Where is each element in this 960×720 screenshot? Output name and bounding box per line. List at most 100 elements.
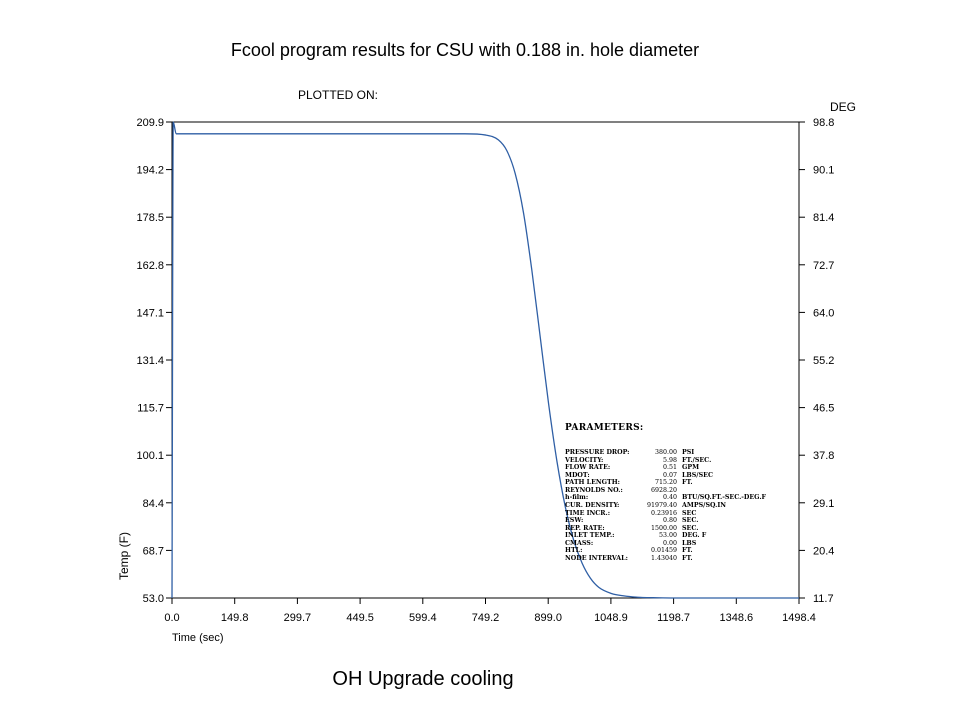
left-tick-label: 209.9 <box>136 117 164 129</box>
parameter-row: FLOW RATE: 0.51 GPM <box>565 464 742 472</box>
parameter-row: VELOCITY: 5.98 FT./SEC. <box>565 457 742 465</box>
parameter-name: TIME INCR.: <box>565 509 611 517</box>
parameter-name: FLOW RATE: <box>565 464 611 472</box>
parameter-name: CUR. DENSITY: <box>565 502 620 510</box>
left-tick-label: 68.7 <box>143 545 164 557</box>
right-tick-label: 20.4 <box>813 545 834 557</box>
parameter-unit: FT. <box>682 479 693 487</box>
parameter-unit: BTU/SQ.FT.-SEC.-DEG.F <box>682 494 766 502</box>
parameter-unit: AMPS/SQ.IN <box>682 502 727 510</box>
left-tick-label: 115.7 <box>137 403 164 415</box>
x-tick-label: 449.5 <box>346 612 374 624</box>
right-tick-label: 90.1 <box>813 165 834 177</box>
parameter-value: 715.20 <box>654 479 677 487</box>
right-tick-label: 11.7 <box>813 593 834 605</box>
x-tick-label: 1048.9 <box>594 612 628 624</box>
x-tick-label: 899.0 <box>534 612 562 624</box>
right-tick-label: 64.0 <box>813 307 834 319</box>
x-tick-label: 1348.6 <box>719 612 753 624</box>
parameter-unit: SEC. <box>682 524 699 532</box>
parameter-row: REP. RATE: 1500.00 SEC. <box>565 525 742 533</box>
left-tick-label: 100.1 <box>136 450 164 462</box>
parameter-value: 0.80 <box>662 517 677 525</box>
parameter-unit: FT. <box>682 547 693 555</box>
parameter-name: CMASS: <box>565 539 594 547</box>
parameters-block: PARAMETERS: PRESSURE DROP: 380.00 PSI VELOC… <box>565 408 766 570</box>
parameter-value: 5.98 <box>662 456 677 464</box>
left-tick-label: 178.5 <box>136 212 164 224</box>
left-tick-label: 131.4 <box>136 355 164 367</box>
parameter-row: INLET TEMP.: 53.00 DEG. F <box>565 532 742 540</box>
right-tick-label: 29.1 <box>813 498 834 510</box>
right-axis-unit: DEG <box>830 100 857 114</box>
parameter-unit: FT. <box>682 554 693 562</box>
x-tick-label: 599.4 <box>409 612 437 624</box>
parameter-unit: LBS <box>682 539 697 547</box>
parameter-name: HTL: <box>565 547 583 555</box>
parameter-row: MDOT: 0.07 LBS/SEC <box>565 472 742 480</box>
parameter-name: PATH LENGTH: <box>565 479 620 487</box>
parameter-name: REYNOLDS NO.: <box>565 486 623 494</box>
parameter-name: PRESSURE DROP: <box>565 449 630 457</box>
right-tick-label: 72.7 <box>813 260 834 272</box>
parameter-name: REP. RATE: <box>565 524 605 532</box>
right-tick-label: 81.4 <box>813 212 834 224</box>
plotted-on-label: PLOTTED ON: <box>298 88 379 102</box>
parameter-unit: FT./SEC. <box>682 456 712 464</box>
x-tick-label: 749.2 <box>472 612 500 624</box>
y-axis-label: Temp (F) <box>117 532 131 580</box>
parameter-row: TIME INCR.: 0.23916 SEC <box>565 510 742 518</box>
left-tick-label: 84.4 <box>143 498 164 510</box>
left-tick-label: 147.1 <box>136 307 164 319</box>
right-tick-label: 55.2 <box>813 355 834 367</box>
parameter-value: 1.43040 <box>650 554 677 562</box>
parameter-unit: GPM <box>682 464 700 472</box>
parameter-unit: SEC. <box>682 517 699 525</box>
x-tick-label: 149.8 <box>221 612 249 624</box>
parameter-value: 0.00 <box>662 539 677 547</box>
parameter-value: 0.23916 <box>650 509 677 517</box>
right-tick-label: 98.8 <box>813 117 834 129</box>
parameter-value: 0.51 <box>662 464 677 472</box>
right-axis-ticks: 11.7 20.4 29.1 37.8 46.5 55.2 64.0 72.7 81.4 90.1… <box>799 117 834 605</box>
parameter-row: NODE INTERVAL: 1.43040 FT. <box>565 555 742 563</box>
left-axis-ticks: 53.0 68.7 84.4 100.1 115.7 131.4 147.1 162.8 178… <box>136 117 172 605</box>
parameter-value: 6928.20 <box>650 486 677 494</box>
parameter-row: CMASS: 0.00 LBS <box>565 540 742 548</box>
parameter-value: 0.40 <box>662 494 677 502</box>
left-tick-label: 194.2 <box>136 165 164 177</box>
x-tick-label: 1198.7 <box>657 612 690 624</box>
parameter-row: PRESSURE DROP: 380.00 PSI <box>565 449 742 457</box>
parameter-row: PATH LENGTH: 715.20 FT. <box>565 479 742 487</box>
parameter-unit <box>682 487 742 495</box>
parameter-row: h-film: 0.40 BTU/SQ.FT.-SEC.-DEG.F <box>565 494 766 502</box>
left-tick-label: 162.8 <box>136 260 164 272</box>
parameter-value: 380.00 <box>654 449 677 457</box>
parameter-name: h-film: <box>565 494 589 502</box>
parameter-unit: SEC <box>682 509 697 517</box>
parameter-value: 0.01459 <box>650 547 677 555</box>
x-tick-label: 1498.4 <box>782 612 816 624</box>
x-axis-label: Time (sec) <box>172 632 224 644</box>
x-axis-ticks: 0.0 149.8 299.7 449.5 599.4 749.2 899.0 1048.9 1… <box>164 598 816 624</box>
parameter-unit: PSI <box>682 449 695 457</box>
parameter-name: VELOCITY: <box>565 456 604 464</box>
parameter-name: NODE INTERVAL: <box>565 554 628 562</box>
parameter-value: 53.00 <box>658 532 677 540</box>
parameters-title: PARAMETERS: <box>565 423 644 434</box>
parameter-row: CUR. DENSITY: 91979.40 AMPS/SQ.IN <box>565 502 742 510</box>
parameter-name: INLET TEMP.: <box>565 532 615 540</box>
parameter-unit: DEG. F <box>682 532 707 540</box>
parameter-unit: LBS/SEC <box>682 471 713 479</box>
right-tick-label: 46.5 <box>813 403 834 415</box>
parameter-value: 91979.40 <box>646 502 677 510</box>
x-tick-label: 0.0 <box>164 612 179 624</box>
parameter-name: ESW: <box>565 517 584 525</box>
x-tick-label: 299.7 <box>284 612 312 624</box>
parameter-row: REYNOLDS NO.: 6928.20 <box>565 487 742 495</box>
parameter-value: 0.07 <box>662 471 677 479</box>
parameter-row: HTL: 0.01459 FT. <box>565 547 742 555</box>
parameter-name: MDOT: <box>565 471 590 479</box>
temperature-series-line <box>171 121 799 599</box>
